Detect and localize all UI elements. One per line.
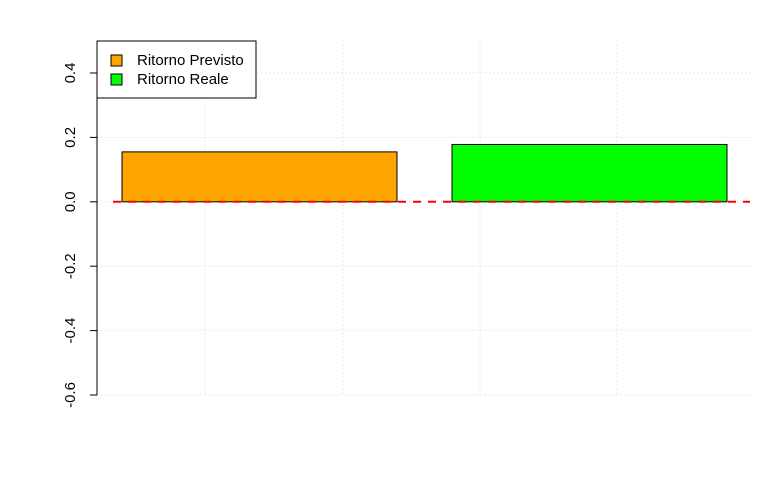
legend-swatch-1 [110,73,123,86]
y-tick-label-0: -0.6 [62,382,79,408]
y-tick-label-5: 0.4 [62,63,79,84]
legend-box [96,40,257,99]
y-tick-label-1: -0.4 [62,318,79,344]
bar-ritorno-reale [451,143,728,203]
legend-swatch-0 [110,54,123,67]
legend-label-1: Ritorno Reale [137,71,229,88]
legend-label-0: Ritorno Previsto [137,52,244,69]
y-tick-label-3: 0.0 [62,191,79,212]
legend: Ritorno Previsto Ritorno Reale [96,40,257,99]
y-tick-label-2: -0.2 [62,253,79,279]
y-tick-label-4: 0.2 [62,127,79,148]
y-axis: -0.6 -0.4 -0.2 0.0 0.2 0.4 [62,63,98,408]
bars [121,143,728,203]
bar-ritorno-previsto [121,151,398,203]
